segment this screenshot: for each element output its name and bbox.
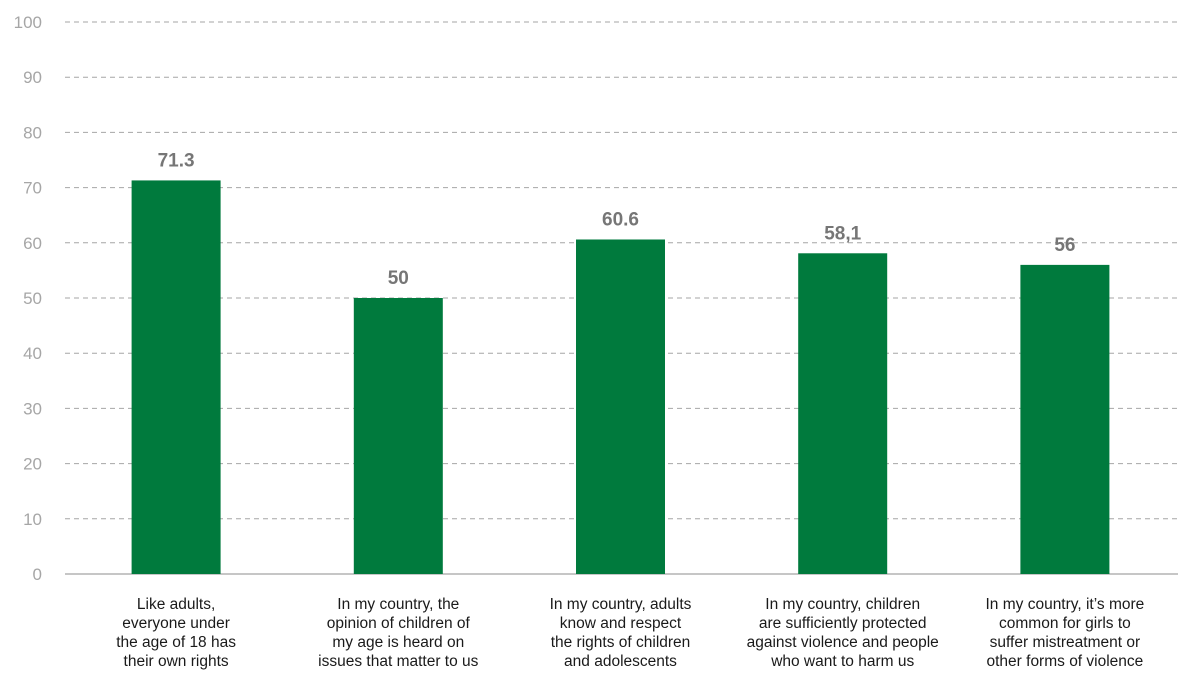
data-labels: 71.3 50 60.6 58,1 56 bbox=[158, 150, 1076, 289]
category-label: In my country, it’s more common for girls… bbox=[986, 596, 1145, 670]
category-labels: Like adults, everyone under the age of 18 … bbox=[116, 596, 1144, 670]
y-tick-label: 40 bbox=[23, 344, 42, 363]
data-label: 56 bbox=[1054, 235, 1075, 256]
y-tick-label: 90 bbox=[23, 68, 42, 87]
bar bbox=[131, 180, 221, 574]
category-label: Like adults, everyone under the age of 18 … bbox=[116, 596, 236, 670]
gridlines bbox=[65, 21, 1178, 575]
bar bbox=[798, 253, 888, 574]
bar bbox=[576, 239, 665, 574]
data-label: 50 bbox=[388, 268, 409, 289]
data-label: 58,1 bbox=[824, 223, 861, 244]
y-tick-label: 30 bbox=[23, 399, 42, 418]
bars bbox=[131, 180, 1110, 574]
category-label: In my country, adults know and respect the… bbox=[550, 596, 692, 670]
y-tick-label: 70 bbox=[23, 179, 42, 198]
y-tick-label: 20 bbox=[23, 455, 42, 474]
bar bbox=[353, 298, 443, 574]
y-axis-ticks: 0 10 20 30 40 50 60 70 80 90 100 bbox=[14, 13, 42, 584]
data-label: 60.6 bbox=[602, 209, 639, 230]
y-tick-label: 80 bbox=[23, 123, 42, 142]
y-tick-label: 0 bbox=[33, 565, 42, 584]
y-tick-label: 100 bbox=[14, 13, 42, 32]
data-label: 71.3 bbox=[158, 150, 195, 171]
y-tick-label: 50 bbox=[23, 289, 42, 308]
y-tick-label: 60 bbox=[23, 234, 42, 253]
y-tick-label: 10 bbox=[23, 510, 42, 529]
bar bbox=[1020, 264, 1110, 574]
category-label: In my country, children are sufficiently … bbox=[747, 596, 939, 670]
category-label: In my country, the opinion of children of… bbox=[318, 596, 478, 670]
